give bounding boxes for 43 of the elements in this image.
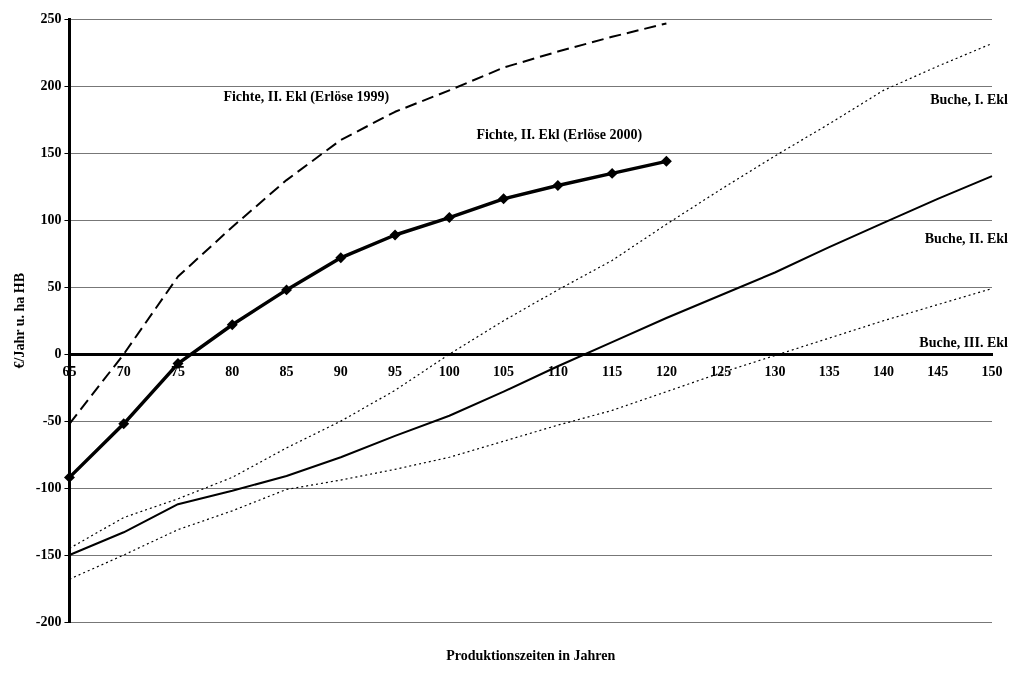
point — [281, 285, 292, 295]
x-tick-label: 90 — [333, 364, 348, 380]
x-tick-label: 115 — [602, 364, 623, 380]
point — [227, 319, 238, 330]
point — [661, 156, 672, 167]
x-tick-label: 150 — [981, 364, 1003, 380]
point — [498, 194, 509, 204]
point — [336, 253, 346, 263]
x-tick-label: 85 — [279, 364, 294, 380]
x-tick-label: 80 — [225, 364, 240, 380]
x-axis-title: Produktionszeiten in Jahren — [446, 647, 616, 663]
y-tick-label: 100 — [40, 211, 62, 227]
series-label: Fichte, II. Ekl (Erlöse 2000) — [476, 126, 643, 143]
y-axis-title: €/Jahr u. ha HB — [12, 272, 28, 369]
x-tick-label: 120 — [655, 364, 677, 380]
x-tick-label: 135 — [818, 364, 840, 380]
x-tick-label: 95 — [388, 364, 403, 380]
y-tick-label: 250 — [40, 11, 62, 27]
point — [607, 168, 617, 179]
y-tick-label: 50 — [47, 278, 62, 294]
point — [64, 472, 75, 483]
y-tick-label: -150 — [35, 546, 62, 562]
x-tick-label: 140 — [872, 364, 894, 380]
series-label: Buche, III. Ekl — [919, 335, 1009, 351]
y-tick-label: 0 — [54, 345, 62, 361]
y-tick-label: 150 — [40, 144, 62, 160]
x-tick-label: 130 — [764, 364, 786, 380]
x-tick-label: 105 — [493, 364, 515, 380]
point — [118, 419, 129, 429]
y-tick-label: 200 — [40, 77, 62, 93]
y-tick-label: -200 — [35, 613, 62, 629]
point — [390, 230, 400, 240]
x-tick-label: 100 — [438, 364, 460, 380]
x-tick-label: 145 — [927, 364, 949, 380]
series-label: Buche, I. Ekl — [930, 92, 1009, 108]
point — [444, 212, 455, 223]
x-tick-label: 70 — [116, 364, 131, 380]
y-tick-label: -100 — [35, 479, 62, 495]
series-label: Buche, II. Ekl — [924, 230, 1009, 246]
x-tick-label: 125 — [710, 364, 732, 380]
point — [553, 180, 563, 191]
series-label: Fichte, II. Ekl (Erlöse 1999) — [223, 89, 390, 106]
y-tick-label: -50 — [42, 412, 62, 428]
